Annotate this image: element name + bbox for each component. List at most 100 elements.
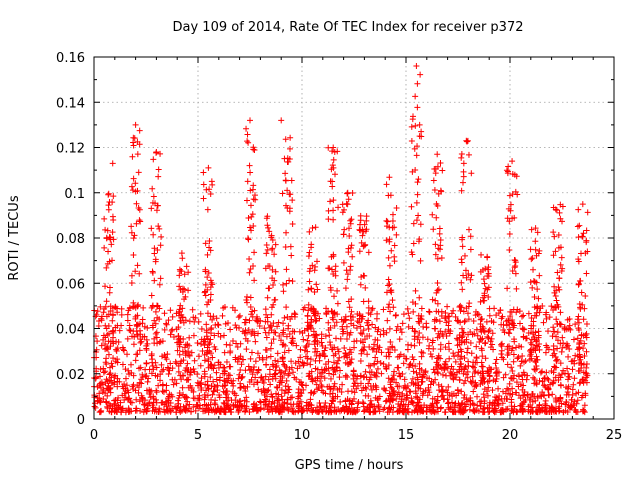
data-point	[198, 340, 205, 347]
data-point	[214, 321, 221, 328]
data-point	[114, 309, 121, 316]
data-point	[245, 214, 252, 221]
data-point	[200, 195, 207, 202]
data-point	[96, 409, 103, 416]
data-point	[190, 366, 197, 373]
data-point	[223, 341, 230, 348]
data-point	[528, 325, 535, 332]
data-point	[425, 386, 432, 393]
data-point	[513, 408, 520, 415]
data-point	[313, 317, 320, 324]
data-point	[432, 170, 439, 177]
data-point	[416, 121, 423, 128]
data-point	[215, 407, 222, 414]
data-point	[384, 317, 391, 324]
data-point	[155, 166, 162, 173]
data-point	[132, 313, 139, 320]
data-point	[539, 389, 546, 396]
data-point	[433, 289, 440, 296]
data-point	[533, 353, 540, 360]
data-point	[98, 379, 105, 386]
data-point	[506, 343, 513, 350]
data-point	[198, 384, 205, 391]
data-point	[348, 242, 355, 249]
data-point	[457, 307, 464, 314]
data-point	[181, 271, 188, 278]
notable-point	[153, 149, 160, 156]
data-point	[559, 265, 566, 272]
data-point	[140, 304, 147, 311]
data-point	[305, 307, 312, 314]
data-point	[545, 391, 552, 398]
data-point	[203, 321, 210, 328]
data-point	[143, 336, 150, 343]
data-point	[445, 404, 452, 411]
data-point	[314, 286, 321, 293]
data-point	[151, 317, 158, 324]
data-point	[296, 379, 303, 386]
data-point	[446, 330, 453, 337]
data-point	[109, 363, 116, 370]
data-point	[171, 376, 178, 383]
data-point	[537, 369, 544, 376]
data-point	[281, 405, 288, 412]
data-point	[110, 327, 117, 334]
data-point	[105, 351, 112, 358]
data-point	[478, 347, 485, 354]
data-point	[330, 197, 337, 204]
data-point	[563, 398, 570, 405]
data-point	[432, 241, 439, 248]
data-point	[281, 314, 288, 321]
data-point	[395, 364, 402, 371]
data-point	[176, 272, 183, 279]
data-point	[518, 313, 525, 320]
data-point	[113, 405, 120, 412]
data-point	[583, 360, 590, 367]
data-point	[416, 294, 423, 301]
data-point	[93, 346, 100, 353]
data-point	[446, 355, 453, 362]
data-point	[468, 170, 475, 177]
data-point	[498, 395, 505, 402]
data-point	[566, 315, 573, 322]
data-point	[316, 315, 323, 322]
data-point	[393, 379, 400, 386]
data-point	[257, 406, 264, 413]
data-point	[390, 304, 397, 311]
data-point	[154, 373, 161, 380]
data-point	[128, 361, 135, 368]
data-point	[272, 296, 279, 303]
data-point	[511, 403, 518, 410]
data-point	[300, 336, 307, 343]
data-point	[470, 401, 477, 408]
data-point	[469, 400, 476, 407]
data-point	[359, 346, 366, 353]
data-point	[438, 383, 445, 390]
data-point	[307, 306, 314, 313]
data-point	[312, 357, 319, 364]
data-point	[358, 274, 365, 281]
data-point	[149, 362, 156, 369]
data-point	[133, 322, 140, 329]
data-point	[484, 333, 491, 340]
data-point	[513, 173, 520, 180]
data-point	[97, 373, 104, 380]
data-point	[347, 220, 354, 227]
data-point	[325, 216, 332, 223]
data-point	[567, 326, 574, 333]
data-point	[418, 133, 425, 140]
data-point	[235, 406, 242, 413]
data-point	[471, 383, 478, 390]
data-point	[341, 317, 348, 324]
data-point	[477, 403, 484, 410]
data-point	[499, 354, 506, 361]
data-point	[528, 226, 535, 233]
data-point	[344, 190, 351, 197]
data-point	[409, 168, 416, 175]
data-point	[573, 408, 580, 415]
data-point	[334, 311, 341, 318]
data-point	[97, 384, 104, 391]
data-point	[227, 406, 234, 413]
data-point	[306, 278, 313, 285]
data-point	[374, 328, 381, 335]
